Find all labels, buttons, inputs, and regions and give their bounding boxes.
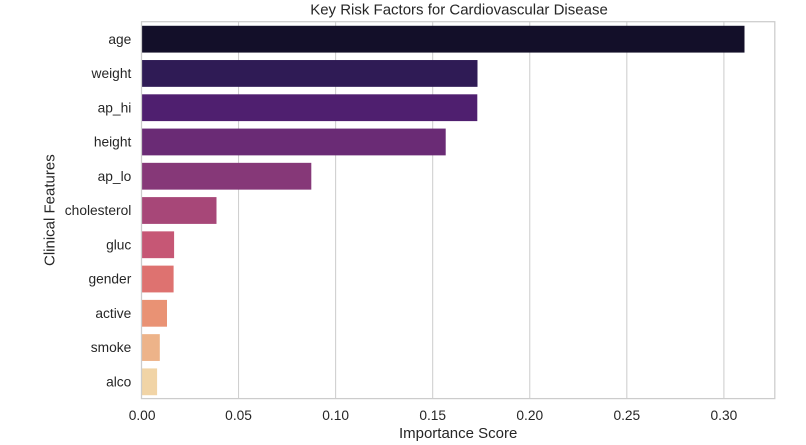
svg-text:gluc: gluc <box>106 237 131 252</box>
svg-text:0.00: 0.00 <box>129 408 156 423</box>
svg-text:0.20: 0.20 <box>516 408 543 423</box>
svg-text:cholesterol: cholesterol <box>65 203 132 218</box>
svg-text:ap_hi: ap_hi <box>98 100 132 115</box>
svg-text:active: active <box>95 306 131 321</box>
svg-text:height: height <box>94 135 132 150</box>
svg-text:gender: gender <box>88 272 131 287</box>
svg-text:0.05: 0.05 <box>225 408 252 423</box>
svg-text:Key Risk Factors for Cardiovas: Key Risk Factors for Cardiovascular Dise… <box>310 2 608 19</box>
svg-text:0.10: 0.10 <box>322 408 349 423</box>
svg-text:0.25: 0.25 <box>613 408 640 423</box>
svg-text:ap_lo: ap_lo <box>98 169 132 184</box>
svg-text:0.30: 0.30 <box>711 408 738 423</box>
svg-text:Importance Score: Importance Score <box>399 425 517 442</box>
svg-text:age: age <box>108 32 131 47</box>
svg-text:smoke: smoke <box>91 340 132 355</box>
svg-text:Clinical Features: Clinical Features <box>41 154 58 266</box>
svg-text:alco: alco <box>106 374 132 389</box>
svg-text:0.15: 0.15 <box>419 408 446 423</box>
svg-text:weight: weight <box>91 66 132 81</box>
